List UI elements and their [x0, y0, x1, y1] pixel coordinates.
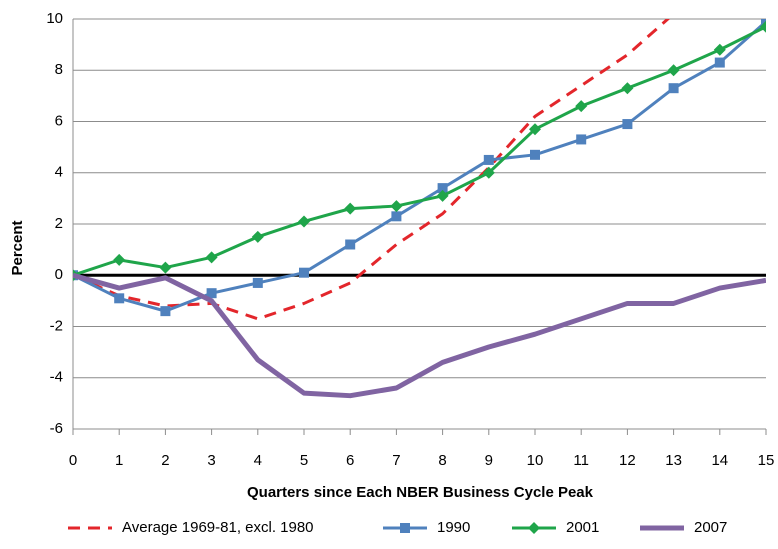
marker: [160, 306, 171, 317]
x-tick-label: 10: [527, 452, 544, 469]
x-axis-title: Quarters since Each NBER Business Cycle …: [247, 484, 594, 501]
marker: [482, 166, 495, 179]
x-tick-label: 3: [207, 452, 215, 469]
y-tick-label: -6: [50, 420, 63, 437]
plot-area: [73, 19, 766, 399]
x-tick-label: 8: [438, 452, 446, 469]
marker: [436, 189, 449, 202]
x-tick-label: 15: [758, 452, 775, 469]
y-tick-label: 4: [55, 164, 63, 181]
legend-label: 2007: [694, 519, 727, 536]
marker: [530, 149, 540, 160]
y-axis-title: Percent: [9, 220, 26, 275]
marker: [714, 57, 725, 68]
legend-label: 1990: [437, 519, 470, 536]
x-tick-label: 13: [665, 452, 682, 469]
marker: [483, 154, 494, 165]
x-tick-label: 5: [300, 452, 308, 469]
x-tick-label: 4: [254, 452, 262, 469]
y-tick-label: 8: [55, 61, 63, 78]
marker: [713, 43, 726, 56]
marker: [390, 200, 403, 213]
x-tick-label: 7: [392, 452, 400, 469]
legend-marker: [528, 522, 540, 534]
x-tick-label: 14: [711, 452, 728, 469]
x-tick-label: 2: [161, 452, 169, 469]
marker: [251, 230, 264, 243]
x-tick-label: 1: [115, 452, 123, 469]
marker: [668, 83, 679, 94]
marker: [113, 253, 126, 266]
y-tick-label: 6: [55, 112, 63, 129]
marker: [205, 251, 218, 264]
marker: [206, 288, 217, 299]
marker: [391, 211, 402, 222]
marker: [621, 82, 634, 95]
x-tick-label: 12: [619, 452, 636, 469]
marker: [114, 293, 125, 304]
x-tick-label: 11: [573, 452, 589, 469]
marker: [437, 183, 448, 194]
marker: [576, 134, 587, 145]
marker: [667, 64, 680, 77]
marker: [575, 100, 588, 113]
x-tick-label: 9: [485, 452, 493, 469]
y-tick-label: -4: [50, 369, 63, 386]
series-line: [73, 25, 766, 277]
marker: [298, 215, 310, 228]
legend-marker: [400, 523, 410, 533]
x-tick-label: 6: [346, 452, 354, 469]
series-line: [73, 272, 766, 399]
marker: [622, 119, 633, 130]
legend-label: Average 1969-81, excl. 1980: [122, 519, 314, 536]
legend-label: 2001: [566, 519, 599, 536]
marker: [529, 123, 541, 136]
y-tick-label: 10: [46, 10, 63, 27]
marker: [252, 277, 263, 288]
series-line: [73, 20, 766, 313]
series-line: [73, 19, 671, 321]
marker: [761, 19, 766, 27]
x-tick-label: 0: [69, 452, 77, 469]
y-tick-label: 2: [55, 215, 63, 232]
y-tick-label: 0: [55, 266, 63, 283]
marker: [760, 20, 766, 33]
marker: [299, 267, 309, 278]
y-tick-label: -2: [50, 317, 63, 334]
marker: [345, 239, 356, 250]
marker: [159, 261, 172, 274]
marker: [344, 202, 357, 215]
